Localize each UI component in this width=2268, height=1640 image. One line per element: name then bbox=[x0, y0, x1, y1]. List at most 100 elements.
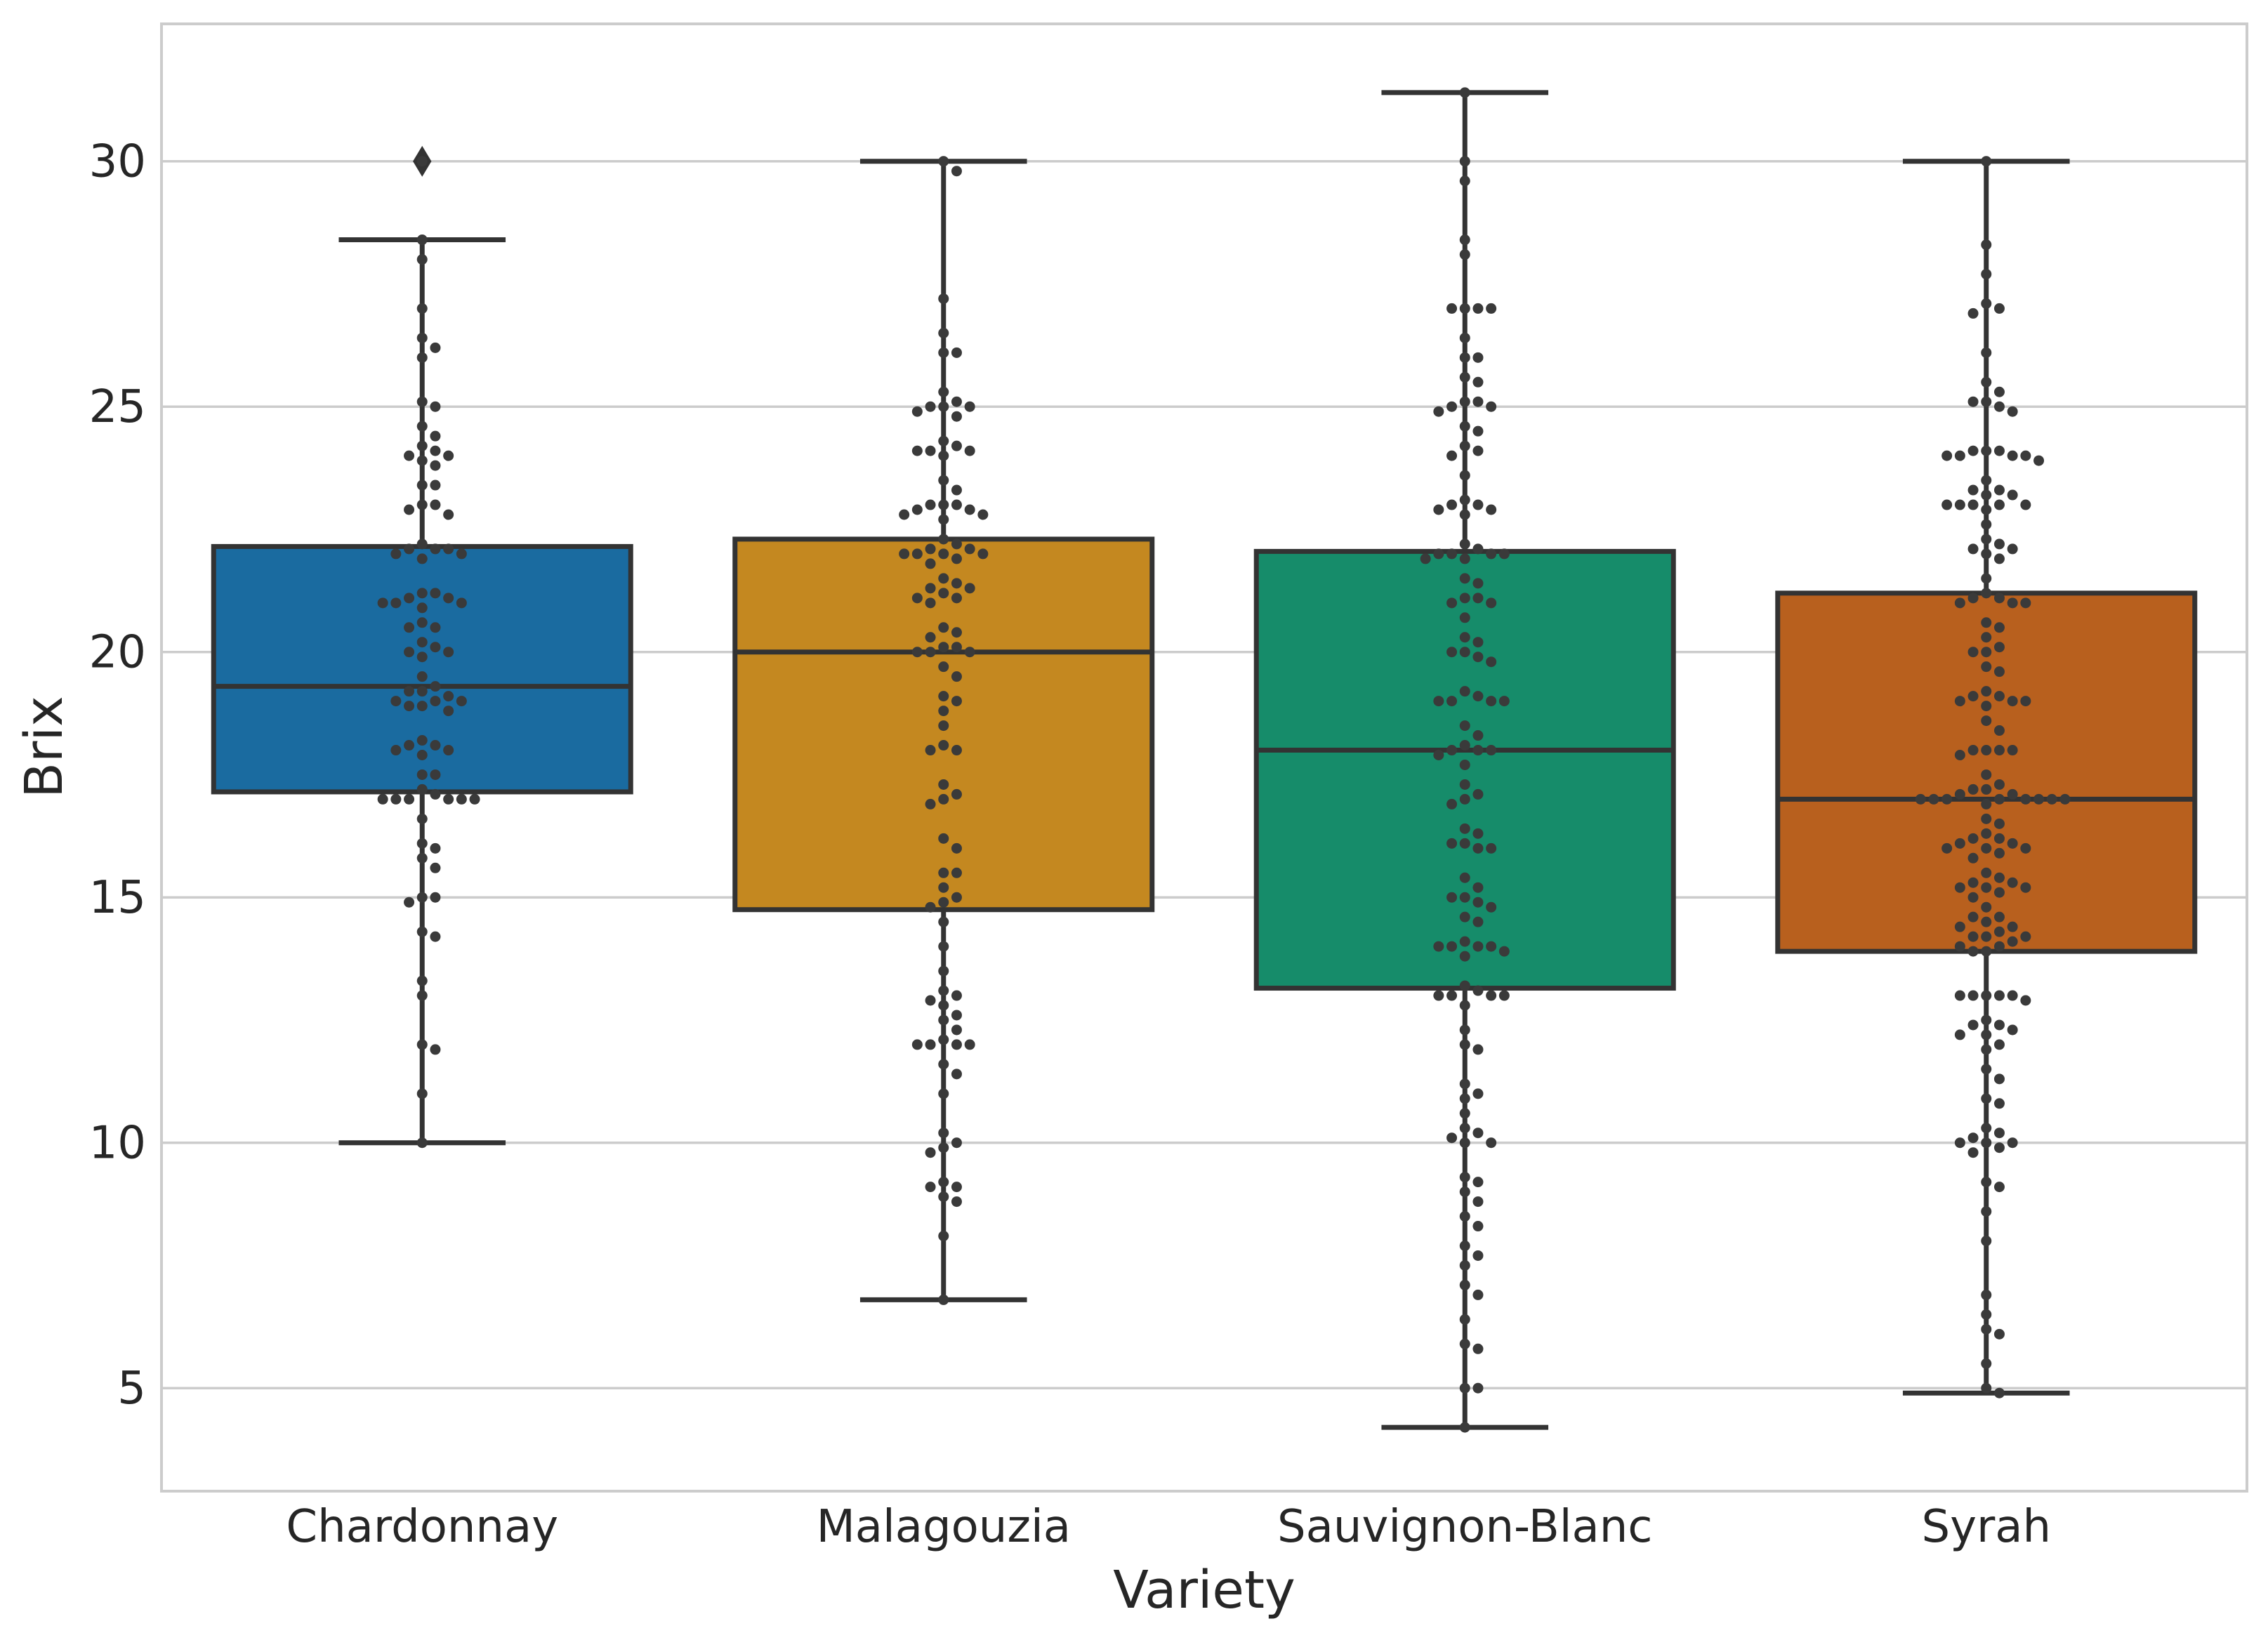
point-syrah-13 bbox=[1981, 445, 1992, 456]
point-syrah-81 bbox=[2059, 793, 2071, 805]
point-syrah-140 bbox=[1981, 1137, 1992, 1149]
point-chardonnay-74 bbox=[416, 838, 428, 849]
point-malagouzia-96 bbox=[938, 1142, 949, 1153]
point-sauvignon-blanc-57 bbox=[1498, 696, 1510, 707]
point-malagouzia-94 bbox=[938, 1128, 949, 1139]
point-malagouzia-82 bbox=[938, 1000, 949, 1011]
point-chardonnay-39 bbox=[430, 622, 441, 633]
x-tick-label-sauvignon-blanc: Sauvignon-Blanc bbox=[1277, 1501, 1652, 1553]
point-malagouzia-28 bbox=[938, 514, 949, 525]
point-chardonnay-9 bbox=[416, 421, 428, 432]
point-chardonnay-15 bbox=[416, 455, 428, 466]
point-syrah-150 bbox=[1981, 1309, 1992, 1320]
point-malagouzia-6 bbox=[938, 386, 949, 397]
y-tick-label-20: 20 bbox=[89, 627, 146, 679]
point-syrah-54 bbox=[1981, 686, 1992, 697]
point-sauvignon-blanc-123 bbox=[1472, 1343, 1484, 1354]
point-sauvignon-blanc-116 bbox=[1459, 1241, 1470, 1252]
point-syrah-115 bbox=[1993, 941, 2005, 952]
point-sauvignon-blanc-47 bbox=[1472, 637, 1484, 648]
point-malagouzia-84 bbox=[938, 1014, 949, 1026]
y-axis-ticks: 5 10 15 20 25 30 bbox=[89, 136, 146, 1415]
point-syrah-46 bbox=[1981, 617, 1992, 628]
point-sauvignon-blanc-89 bbox=[1498, 946, 1510, 957]
point-malagouzia-21 bbox=[938, 499, 949, 510]
point-syrah-153 bbox=[1981, 1358, 1992, 1369]
point-malagouzia-85 bbox=[951, 1024, 962, 1036]
point-malagouzia-17 bbox=[911, 445, 923, 456]
point-syrah-109 bbox=[1954, 921, 1965, 932]
point-malagouzia-59 bbox=[938, 706, 949, 717]
point-syrah-145 bbox=[1981, 1177, 1992, 1188]
point-syrah-0 bbox=[1981, 156, 1992, 167]
point-malagouzia-36 bbox=[899, 548, 910, 560]
point-sauvignon-blanc-93 bbox=[1446, 990, 1458, 1001]
point-syrah-101 bbox=[2020, 882, 2031, 893]
point-malagouzia-83 bbox=[951, 1010, 962, 1021]
point-chardonnay-83 bbox=[416, 975, 428, 986]
point-malagouzia-102 bbox=[951, 1196, 962, 1208]
point-sauvignon-blanc-21 bbox=[1459, 440, 1470, 451]
point-syrah-66 bbox=[2007, 745, 2018, 756]
point-syrah-17 bbox=[1954, 450, 1965, 461]
point-sauvignon-blanc-125 bbox=[1472, 1382, 1484, 1394]
point-sauvignon-blanc-86 bbox=[1446, 941, 1458, 952]
point-chardonnay-38 bbox=[416, 617, 428, 628]
point-syrah-117 bbox=[1981, 946, 1992, 957]
point-chardonnay-84 bbox=[416, 990, 428, 1001]
point-syrah-102 bbox=[1993, 887, 2005, 898]
gridlines bbox=[161, 159, 2247, 1389]
point-sauvignon-blanc-124 bbox=[1459, 1382, 1470, 1394]
point-syrah-152 bbox=[1993, 1328, 2005, 1340]
point-malagouzia-25 bbox=[911, 504, 923, 515]
point-chardonnay-68 bbox=[443, 793, 454, 805]
point-sauvignon-blanc-8 bbox=[1486, 303, 1497, 314]
point-sauvignon-blanc-9 bbox=[1459, 332, 1470, 343]
point-syrah-112 bbox=[1967, 931, 1979, 942]
point-sauvignon-blanc-104 bbox=[1459, 1108, 1470, 1119]
point-syrah-143 bbox=[1993, 1142, 2005, 1153]
point-sauvignon-blanc-113 bbox=[1472, 1196, 1484, 1208]
point-sauvignon-blanc-17 bbox=[1486, 401, 1497, 412]
point-malagouzia-86 bbox=[938, 1034, 949, 1045]
point-malagouzia-65 bbox=[951, 788, 962, 800]
point-sauvignon-blanc-84 bbox=[1459, 936, 1470, 947]
point-chardonnay-60 bbox=[443, 745, 454, 756]
point-malagouzia-1 bbox=[951, 166, 962, 177]
point-syrah-128 bbox=[2007, 1024, 2018, 1036]
point-syrah-126 bbox=[1993, 1019, 2005, 1031]
point-sauvignon-blanc-20 bbox=[1472, 425, 1484, 437]
point-syrah-73 bbox=[1954, 788, 1965, 800]
point-sauvignon-blanc-53 bbox=[1472, 691, 1484, 702]
point-malagouzia-44 bbox=[951, 593, 962, 604]
point-malagouzia-12 bbox=[951, 411, 962, 422]
y-tick-label-5: 5 bbox=[117, 1363, 146, 1415]
point-sauvignon-blanc-30 bbox=[1459, 509, 1470, 520]
point-malagouzia-75 bbox=[925, 901, 936, 913]
point-chardonnay-86 bbox=[430, 1044, 441, 1055]
point-chardonnay-58 bbox=[430, 740, 441, 751]
point-sauvignon-blanc-29 bbox=[1433, 504, 1444, 515]
point-sauvignon-blanc-120 bbox=[1472, 1289, 1484, 1300]
point-sauvignon-blanc-48 bbox=[1459, 647, 1470, 658]
point-chardonnay-49 bbox=[404, 686, 415, 697]
point-syrah-74 bbox=[1993, 793, 2005, 805]
point-chardonnay-12 bbox=[430, 445, 441, 456]
point-malagouzia-80 bbox=[951, 990, 962, 1001]
point-malagouzia-79 bbox=[938, 985, 949, 996]
point-malagouzia-16 bbox=[964, 445, 975, 456]
point-malagouzia-34 bbox=[911, 548, 923, 560]
point-chardonnay-20 bbox=[430, 499, 441, 510]
point-sauvignon-blanc-73 bbox=[1446, 838, 1458, 849]
point-sauvignon-blanc-22 bbox=[1472, 445, 1484, 456]
point-syrah-129 bbox=[1981, 1029, 1992, 1040]
point-chardonnay-81 bbox=[416, 926, 428, 937]
point-sauvignon-blanc-63 bbox=[1486, 745, 1497, 756]
point-syrah-120 bbox=[1993, 990, 2005, 1001]
point-sauvignon-blanc-75 bbox=[1486, 842, 1497, 854]
point-sauvignon-blanc-79 bbox=[1446, 892, 1458, 903]
point-syrah-146 bbox=[1993, 1182, 2005, 1193]
point-malagouzia-15 bbox=[925, 445, 936, 456]
point-malagouzia-99 bbox=[951, 1182, 962, 1193]
point-sauvignon-blanc-115 bbox=[1472, 1221, 1484, 1232]
